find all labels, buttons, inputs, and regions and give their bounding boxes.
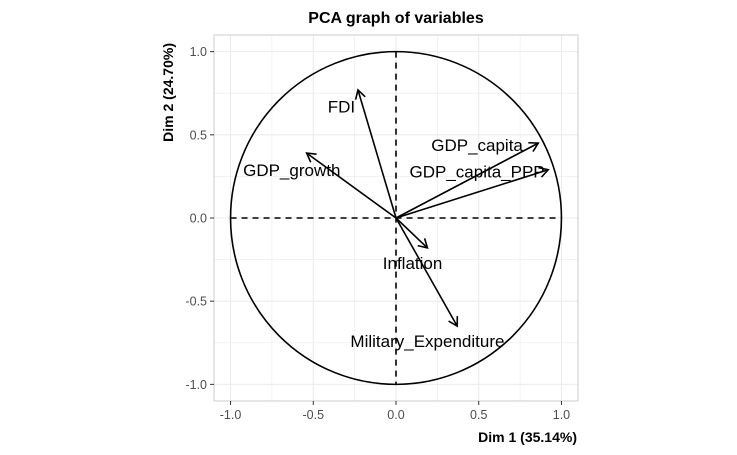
arrow-shaft	[395, 217, 458, 327]
arrow-head	[354, 88, 366, 100]
arrow-head	[417, 238, 429, 250]
arrow-shaft	[395, 168, 549, 219]
variable-label-fdi: FDI	[328, 98, 355, 117]
x-tick-label: -0.5	[302, 408, 324, 422]
y-tick-label: -0.5	[185, 295, 207, 309]
arrow-shaft	[357, 89, 397, 219]
arrow-head	[448, 316, 459, 328]
chart-title: PCA graph of variables	[308, 10, 484, 27]
arrow-fdi	[354, 88, 397, 219]
x-tick-label: 1.0	[553, 408, 570, 422]
arrow-head	[538, 166, 550, 178]
plot-marks	[229, 50, 563, 386]
variable-label-gdp-growth: GDP_growth	[243, 161, 340, 180]
y-tick-label: 0.5	[190, 128, 207, 142]
arrow-shaft	[395, 142, 539, 219]
x-axis-title: Dim 1 (35.14%)	[478, 429, 577, 445]
y-tick-label: 1.0	[190, 45, 207, 59]
arrow-shaft	[306, 152, 397, 219]
x-axis-ticks: -1.0 -0.5 0.0 0.5 1.0	[220, 401, 570, 422]
y-axis-title: Dim 2 (24.70%)	[160, 43, 176, 142]
arrow-inflation	[395, 217, 429, 250]
variable-label-gdp-capita: GDP_capita	[431, 136, 523, 155]
arrow-military-expenditure	[395, 217, 459, 328]
y-tick-label: -1.0	[185, 378, 207, 392]
y-axis-ticks: -1.0 -0.5 0.0 0.5 1.0	[185, 45, 214, 392]
y-tick-label: 0.0	[190, 212, 207, 226]
variable-label-military-expenditure: Military_Expenditure	[350, 332, 504, 351]
arrow-gdp-growth	[305, 152, 397, 219]
arrow-head	[528, 141, 540, 153]
arrow-gdp-capita-ppp	[395, 166, 550, 219]
x-tick-label: 0.0	[387, 408, 404, 422]
plot-panel	[213, 34, 579, 402]
variable-label-gdp-capita-ppp: GDP_capita_PPP	[410, 162, 545, 181]
variable-labels: FDI GDP_growth GDP_capita GDP_capita_PPP Inf…	[243, 98, 545, 352]
variable-label-inflation: Inflation	[383, 254, 443, 273]
arrow-head	[305, 152, 317, 163]
x-tick-label: -1.0	[220, 408, 242, 422]
x-tick-label: 0.5	[470, 408, 487, 422]
arrow-gdp-capita	[395, 141, 540, 219]
arrow-shaft	[395, 217, 428, 249]
